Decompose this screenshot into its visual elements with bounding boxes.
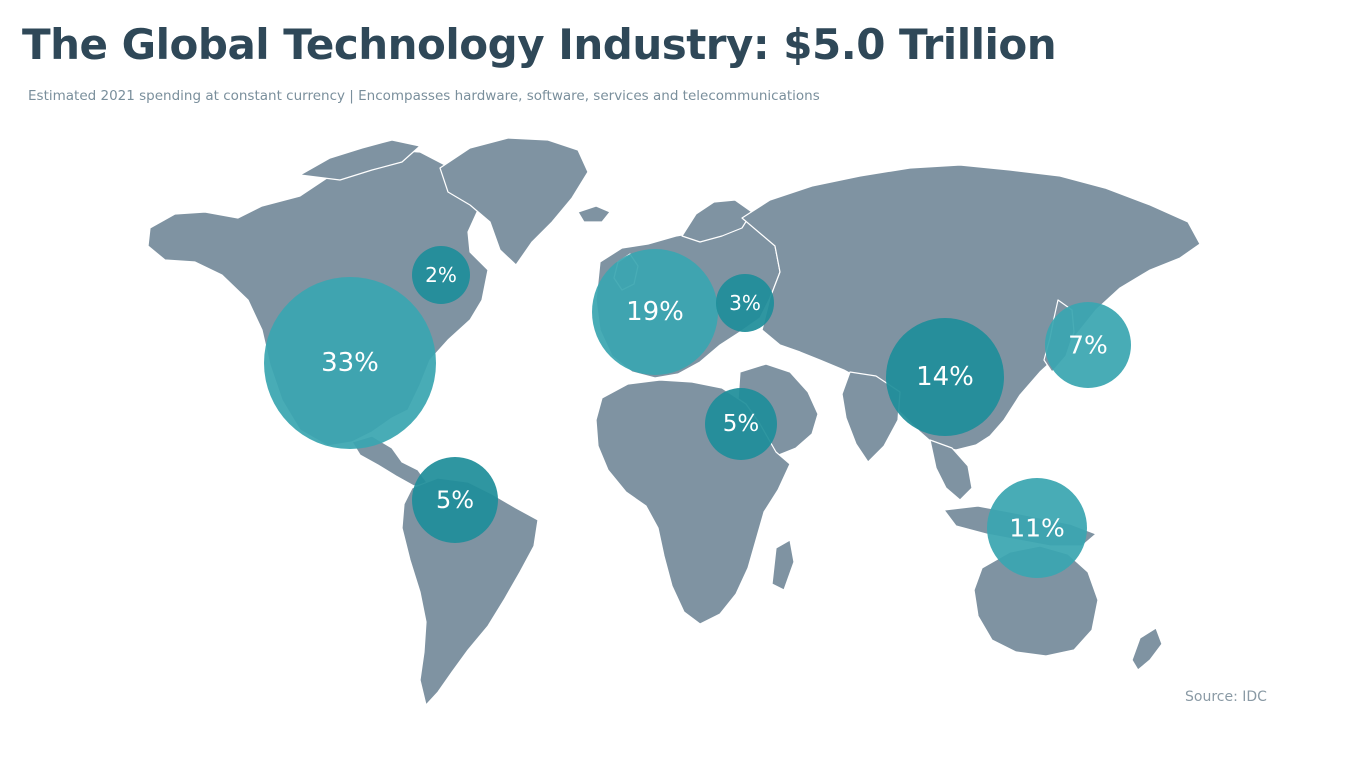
bubble-label-middle-east-africa: 5% bbox=[723, 411, 760, 437]
spending-bubbles: 33% 2% 5% 19% 3% 5% 14% 7% bbox=[264, 246, 1131, 578]
land-arctic-islands bbox=[299, 139, 421, 181]
land-southeast-asia bbox=[929, 439, 973, 501]
bubble-china: 14% bbox=[886, 318, 1004, 436]
bubble-united-states: 33% bbox=[264, 277, 436, 449]
bubble-circle-asia-pacific bbox=[987, 478, 1087, 578]
page-title: The Global Technology Industry: $5.0 Tri… bbox=[22, 20, 1057, 69]
bubble-japan: 7% bbox=[1045, 302, 1131, 388]
bubble-label-canada: 2% bbox=[425, 263, 457, 287]
bubble-circle-canada bbox=[412, 246, 470, 304]
bubble-circle-western-europe bbox=[592, 249, 718, 375]
land-new-zealand bbox=[1131, 627, 1163, 671]
bubble-label-united-states: 33% bbox=[321, 348, 379, 378]
bubble-latin-america: 5% bbox=[412, 457, 498, 543]
bubble-western-europe: 19% bbox=[592, 249, 718, 375]
bubble-label-eastern-europe: 3% bbox=[729, 291, 761, 315]
land-asia bbox=[741, 164, 1201, 451]
bubble-middle-east-africa: 5% bbox=[705, 388, 777, 460]
bubble-label-latin-america: 5% bbox=[436, 486, 474, 514]
bubble-circle-middle-east-africa bbox=[705, 388, 777, 460]
bubble-label-japan: 7% bbox=[1068, 331, 1108, 360]
bubble-canada: 2% bbox=[412, 246, 470, 304]
land-iceland bbox=[577, 205, 611, 223]
source-note: Source: IDC bbox=[1185, 689, 1267, 705]
bubble-label-china: 14% bbox=[916, 362, 974, 392]
bubble-circle-japan bbox=[1045, 302, 1131, 388]
bubble-eastern-europe: 3% bbox=[716, 274, 774, 332]
land-greenland bbox=[439, 137, 589, 266]
land-madagascar bbox=[771, 539, 795, 591]
bubble-label-western-europe: 19% bbox=[626, 297, 684, 327]
bubble-circle-eastern-europe bbox=[716, 274, 774, 332]
bubble-circle-united-states bbox=[264, 277, 436, 449]
page-subtitle: Estimated 2021 spending at constant curr… bbox=[28, 88, 820, 104]
bubble-circle-china bbox=[886, 318, 1004, 436]
bubble-asia-pacific: 11% bbox=[987, 478, 1087, 578]
bubble-label-asia-pacific: 11% bbox=[1009, 514, 1065, 543]
bubble-circle-latin-america bbox=[412, 457, 498, 543]
